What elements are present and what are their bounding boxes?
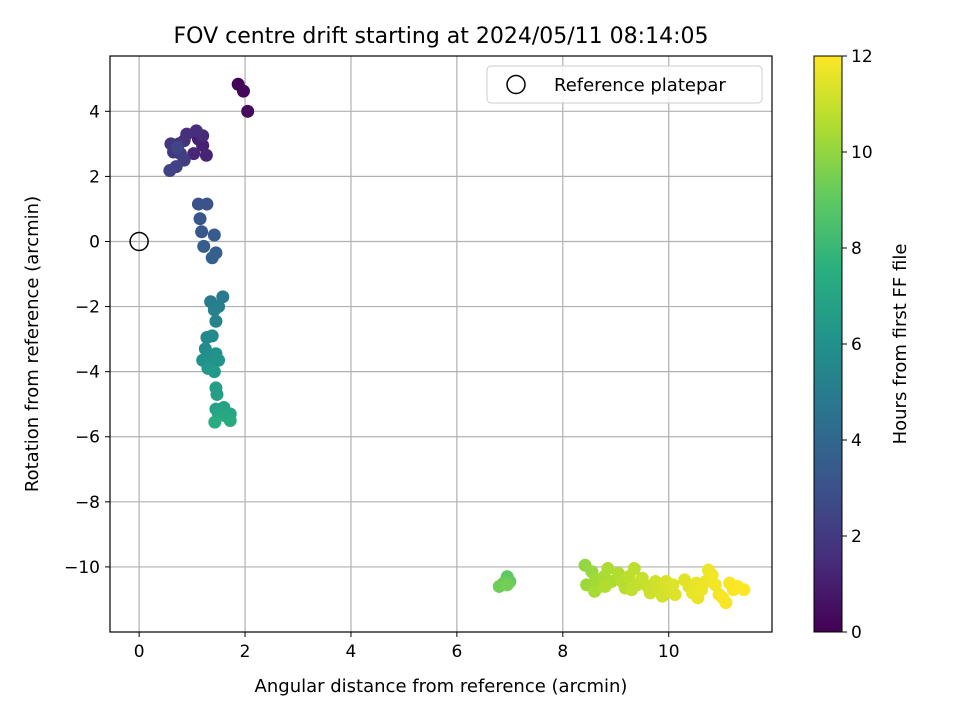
colorbar-tick-label: 8 — [851, 239, 862, 259]
data-point — [719, 596, 733, 610]
colorbar: 0 2 4 6 8 10 12 Hours from first FF file — [813, 47, 911, 643]
data-point — [170, 140, 184, 154]
data-point — [223, 413, 237, 427]
colorbar-tick-label: 4 — [851, 431, 862, 451]
data-point — [625, 583, 639, 597]
y-tick-label: 0 — [89, 232, 100, 252]
grid — [110, 56, 772, 632]
reference-point-marker — [129, 231, 149, 252]
chart-title: FOV centre drift starting at 2024/05/11 … — [174, 24, 709, 49]
y-tick-label: 2 — [89, 167, 100, 187]
colorbar-tick-label: 0 — [851, 623, 862, 643]
data-point — [209, 314, 223, 328]
data-point — [207, 365, 221, 379]
y-tick-label: −2 — [75, 298, 100, 318]
data-point — [668, 588, 682, 602]
data-points — [163, 77, 751, 610]
data-point — [737, 583, 751, 597]
data-point — [196, 138, 210, 152]
data-point — [598, 579, 612, 593]
data-point — [208, 415, 222, 429]
y-tick-label: −8 — [75, 493, 100, 513]
data-point — [163, 164, 177, 178]
x-axis-ticks: 0 2 4 6 8 10 — [134, 632, 680, 662]
x-tick-label: 2 — [240, 642, 251, 662]
data-point — [207, 228, 221, 242]
colorbar-ticks: 0 2 4 6 8 10 12 — [842, 47, 873, 643]
data-point — [205, 329, 219, 343]
data-point — [210, 387, 224, 401]
colorbar-tick-label: 2 — [851, 527, 862, 547]
x-tick-label: 6 — [451, 642, 462, 662]
legend-marker-open-circle — [506, 74, 526, 95]
data-point — [197, 239, 211, 253]
colorbar-tick-label: 6 — [851, 335, 862, 355]
x-tick-label: 8 — [557, 642, 568, 662]
data-point — [627, 562, 641, 576]
colorbar-label: Hours from first FF file — [890, 244, 911, 445]
data-point — [199, 148, 213, 162]
y-tick-label: −10 — [64, 558, 100, 578]
data-point — [200, 197, 214, 211]
data-point — [666, 578, 680, 592]
data-point — [500, 578, 514, 592]
data-point — [187, 147, 201, 161]
data-point — [708, 578, 722, 592]
colorbar-tick-label: 12 — [851, 47, 873, 67]
x-tick-label: 10 — [658, 642, 680, 662]
data-point — [588, 584, 602, 598]
data-point — [212, 353, 226, 367]
data-point — [205, 251, 219, 265]
y-axis-label: Rotation from reference (arcmin) — [22, 196, 43, 492]
x-tick-label: 4 — [346, 642, 357, 662]
legend: Reference platepar — [486, 65, 763, 104]
y-tick-label: −4 — [75, 363, 100, 383]
data-point — [241, 104, 255, 118]
data-point — [195, 225, 209, 239]
plot-area-frame — [109, 55, 773, 633]
x-axis-label: Angular distance from reference (arcmin) — [255, 676, 628, 697]
y-tick-label: −6 — [75, 428, 100, 448]
colorbar-tick-label: 10 — [851, 143, 873, 163]
data-point — [601, 562, 615, 576]
y-axis-ticks: 4 2 0 −2 −4 −6 −8 −10 — [64, 102, 110, 578]
data-point — [207, 303, 221, 317]
data-point — [216, 290, 230, 304]
colorbar-gradient — [813, 55, 843, 633]
data-point — [236, 84, 250, 98]
legend-box — [486, 65, 763, 104]
legend-label-reference-platepar: Reference platepar — [554, 75, 726, 96]
y-tick-label: 4 — [89, 102, 100, 122]
data-point — [193, 212, 207, 226]
x-tick-label: 0 — [134, 642, 145, 662]
data-point — [705, 568, 719, 582]
